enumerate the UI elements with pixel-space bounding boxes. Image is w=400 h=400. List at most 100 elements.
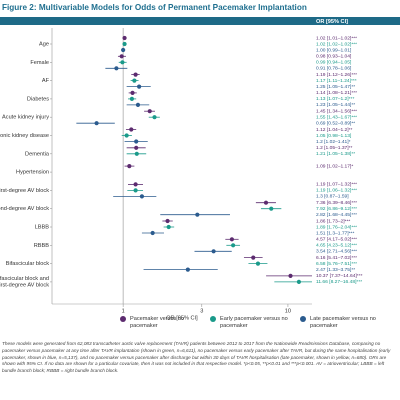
value-label: 1.19 [1.12–1.26]***	[316, 72, 357, 78]
category-label: Diabetes	[27, 96, 49, 102]
point	[119, 54, 124, 59]
plot-area	[76, 28, 312, 304]
value-label: 1.21 [1.05–1.38]**	[316, 151, 355, 157]
value-label: 6.58 [5.76–7.51]***	[316, 261, 357, 267]
value-label: 2.47 [1.33–3.75]**	[316, 267, 355, 273]
legend-swatch	[120, 316, 126, 322]
value-label: 1.51 [1.3–1.77]***	[316, 230, 354, 236]
point	[195, 212, 200, 217]
point	[129, 127, 134, 132]
point	[135, 102, 141, 107]
value-label: 1.17 [1.11–1.24]***	[316, 78, 357, 84]
category-label: RBBB	[34, 243, 50, 249]
category-label: Female	[30, 60, 49, 66]
value-label: 4.65 [4.23–5.12]***	[316, 243, 357, 249]
category-label: Hypertension	[16, 170, 49, 176]
category-label: Second-degree AV block	[0, 206, 49, 212]
legend-label: Pacemaker versus no pacemaker	[130, 316, 185, 329]
point	[127, 164, 132, 169]
value-label: 3.54 [2.71–4.56]***	[316, 249, 357, 255]
value-label: 1.02 [1.02–1.02]***	[316, 41, 357, 47]
point	[133, 72, 138, 77]
point	[133, 182, 138, 187]
value-label: 1.89 [1.76–2.04]***	[316, 224, 357, 230]
legend-item: Late pacemaker versus no pacemaker	[300, 316, 380, 329]
category-label: AF	[42, 78, 50, 84]
value-label: 1.3 [0.87–1.59]	[316, 194, 349, 200]
x-tick-label: 1	[122, 308, 125, 314]
point	[134, 139, 139, 144]
value-label: 1.2 [1.02–1.41]*	[316, 139, 351, 145]
category-label: first-degree AV block	[0, 283, 49, 289]
point	[288, 273, 293, 278]
point	[139, 194, 145, 199]
category-label: Bifascicular block and	[0, 276, 49, 282]
category-label: Bifascicular block	[6, 261, 49, 267]
point	[296, 279, 302, 284]
point	[121, 47, 126, 53]
value-label: 1.12 [1.04–1.2]**	[316, 127, 353, 133]
point	[124, 133, 129, 138]
value-label: 0.99 [0.94–1.05]	[316, 60, 352, 66]
value-label: 0.91 [0.78–1.06]	[316, 66, 352, 72]
header-band	[0, 17, 400, 25]
value-label: 2.82 [1.68–4.45]***	[316, 212, 357, 218]
point	[152, 115, 157, 120]
value-label: 1.09 [1.02–1.17]*	[316, 163, 353, 169]
value-label: 7.92 [6.86–9.12]***	[316, 206, 357, 212]
point	[231, 243, 236, 248]
point	[251, 255, 256, 260]
value-label: 1.05 [0.98–1.13]	[316, 133, 352, 139]
point	[134, 145, 139, 150]
value-label: 1.45 [1.34–1.56]***	[316, 108, 357, 114]
point	[114, 66, 119, 71]
value-label: 1.00 [0.99–1.01]	[316, 47, 352, 53]
point	[150, 230, 155, 236]
value-label: 1.19 [1.07–1.32]***	[316, 182, 357, 188]
category-label: Chronic kidney disease	[0, 133, 49, 139]
point	[130, 90, 135, 95]
point	[137, 84, 142, 89]
value-label: 7.36 [6.39–8.46]***	[316, 200, 357, 206]
point	[211, 249, 216, 254]
point	[133, 188, 138, 193]
point	[132, 78, 137, 83]
point	[134, 151, 139, 156]
value-label: 0.98 [0.93–1.04]	[316, 54, 352, 60]
value-label: 1.19 [1.06–1.32]***	[316, 188, 357, 194]
value-label: 1.25 [1.05–1.47]**	[316, 84, 355, 90]
legend-label: Early pacemaker versus no pacemaker	[220, 316, 288, 329]
point	[147, 109, 152, 114]
value-label: 0.69 [0.52–0.89]**	[316, 120, 355, 126]
value-label: 6.16 [5.41–7.02]***	[316, 255, 357, 261]
chart: Figure 2: Multivariable Models for Odds …	[0, 3, 400, 321]
legend: Pacemaker versus no pacemaker Early pacem…	[120, 316, 390, 329]
point	[185, 267, 190, 272]
value-label: 1.55 [1.43–1.67]***	[316, 114, 357, 120]
point	[122, 35, 127, 41]
footnote: These models were generated from 62,083 …	[2, 341, 391, 374]
category-label: LBBB	[35, 224, 50, 230]
value-label: 10.37 [7.37–14.64]***	[316, 273, 363, 279]
value-label: 11.66 [8.27–16.48]***	[316, 279, 362, 285]
value-label: 1.23 [1.05–1.44]**	[316, 102, 355, 108]
x-tick-label: 10	[285, 308, 291, 314]
point	[255, 261, 261, 266]
x-tick-label: 3	[200, 308, 203, 314]
value-label: 1.02 [1.01–1.02]***	[316, 35, 357, 41]
x-axis-label: OR [95% CI]	[166, 315, 198, 321]
legend-item: Early pacemaker versus no pacemaker	[210, 316, 290, 329]
value-label: 4.57 [4.17–5.02]***	[316, 237, 357, 243]
category-label: First-degree AV block	[0, 188, 49, 194]
value-label: 1.13 [1.07–1.2]***	[316, 96, 354, 102]
category-label: Dementia	[25, 151, 50, 157]
legend-item: Pacemaker versus no pacemaker	[120, 316, 200, 329]
point	[129, 96, 134, 101]
legend-swatch	[210, 316, 216, 322]
chart-title: Figure 2: Multivariable Models for Odds …	[2, 3, 307, 12]
point	[94, 121, 99, 126]
legend-swatch	[300, 316, 306, 322]
point	[165, 218, 170, 224]
point	[263, 200, 269, 205]
